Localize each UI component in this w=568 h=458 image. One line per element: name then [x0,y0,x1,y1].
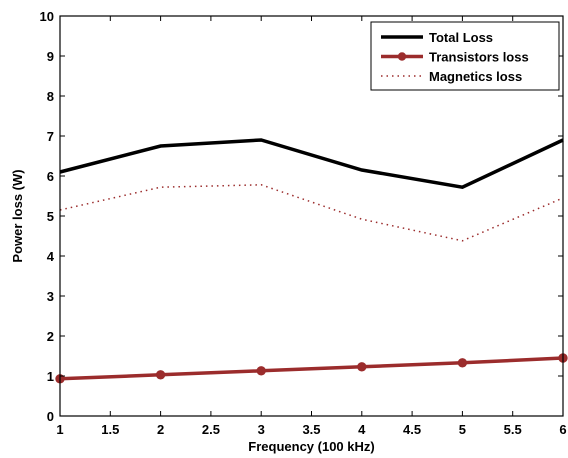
legend-item: Magnetics loss [381,69,522,84]
y-tick-label: 5 [47,209,54,224]
x-tick-label: 2.5 [202,422,220,437]
series-transistors-loss [55,353,568,384]
data-point [155,370,166,380]
x-tick-label: 5.5 [504,422,522,437]
series-line [59,184,564,242]
legend-label: Transistors loss [429,50,529,65]
y-tick-label: 1 [47,369,54,384]
x-tick-label: 4.5 [403,422,421,437]
legend-label: Total Loss [429,30,493,45]
y-tick-label: 10 [40,9,54,24]
x-axis-title: Frequency (100 kHz) [248,439,374,454]
x-tick-label: 3.5 [302,422,320,437]
y-tick-label: 8 [47,89,54,104]
series-line [59,356,564,381]
data-point [357,362,367,372]
x-tick-label: 4 [358,422,366,437]
series-layer [55,138,568,384]
legend-item: Total Loss [381,30,493,45]
series-magnetics-loss [59,184,564,242]
x-tick-label: 2 [157,422,164,437]
legend-marker [397,52,407,61]
legend: Total Loss Transistors loss Magnetics loss [370,21,560,91]
legend-item: Transistors loss [381,50,529,65]
x-tick-label: 3 [258,422,265,437]
y-tick-label: 7 [47,129,54,144]
y-axis-title: Power loss (W) [10,169,25,262]
x-tick-label: 1 [56,422,63,437]
x-tick-label: 1.5 [101,422,119,437]
y-tick-label: 2 [47,329,54,344]
y-tick-label: 0 [47,409,54,424]
x-tick-label: 6 [559,422,566,437]
data-point [457,358,468,368]
y-tick-label: 4 [47,249,55,264]
y-tick-label: 6 [47,169,54,184]
data-point [256,366,266,376]
series-line [59,138,564,190]
series-total-loss [59,138,564,190]
y-tick-label: 9 [47,49,54,64]
y-tick-label: 3 [47,289,54,304]
x-tick-label: 5 [459,422,466,437]
legend-label: Magnetics loss [429,69,522,84]
